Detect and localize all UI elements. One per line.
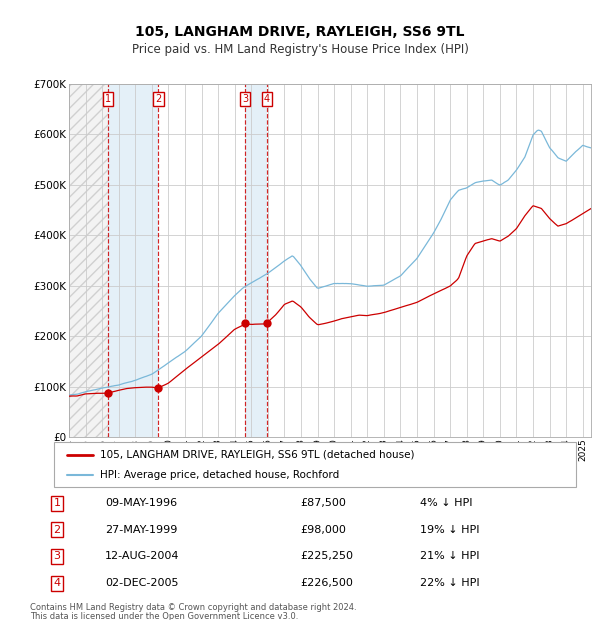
Bar — [69, 84, 108, 437]
Text: 02-DEC-2005: 02-DEC-2005 — [105, 578, 179, 588]
Text: Price paid vs. HM Land Registry's House Price Index (HPI): Price paid vs. HM Land Registry's House … — [131, 43, 469, 56]
Text: 4: 4 — [263, 94, 269, 104]
Text: 3: 3 — [242, 94, 248, 104]
Bar — [69, 84, 108, 437]
Text: £225,250: £225,250 — [300, 551, 353, 562]
Text: 105, LANGHAM DRIVE, RAYLEIGH, SS6 9TL (detached house): 105, LANGHAM DRIVE, RAYLEIGH, SS6 9TL (d… — [100, 450, 415, 459]
Text: HPI: Average price, detached house, Rochford: HPI: Average price, detached house, Roch… — [100, 469, 339, 480]
Text: 09-MAY-1996: 09-MAY-1996 — [105, 498, 177, 508]
Text: 4: 4 — [53, 578, 61, 588]
Bar — [108, 84, 158, 437]
Text: 4% ↓ HPI: 4% ↓ HPI — [420, 498, 473, 508]
Text: £87,500: £87,500 — [300, 498, 346, 508]
Bar — [245, 84, 266, 437]
Text: This data is licensed under the Open Government Licence v3.0.: This data is licensed under the Open Gov… — [30, 612, 298, 620]
Text: 27-MAY-1999: 27-MAY-1999 — [105, 525, 178, 535]
Text: 1: 1 — [53, 498, 61, 508]
Text: 21% ↓ HPI: 21% ↓ HPI — [420, 551, 479, 562]
Text: 19% ↓ HPI: 19% ↓ HPI — [420, 525, 479, 535]
Text: 22% ↓ HPI: 22% ↓ HPI — [420, 578, 479, 588]
Text: £226,500: £226,500 — [300, 578, 353, 588]
Text: 2: 2 — [53, 525, 61, 535]
Text: 2: 2 — [155, 94, 161, 104]
Text: 12-AUG-2004: 12-AUG-2004 — [105, 551, 179, 562]
Text: 3: 3 — [53, 551, 61, 562]
Text: £98,000: £98,000 — [300, 525, 346, 535]
FancyBboxPatch shape — [54, 442, 576, 487]
Text: Contains HM Land Registry data © Crown copyright and database right 2024.: Contains HM Land Registry data © Crown c… — [30, 603, 356, 612]
Text: 1: 1 — [105, 94, 111, 104]
Text: 105, LANGHAM DRIVE, RAYLEIGH, SS6 9TL: 105, LANGHAM DRIVE, RAYLEIGH, SS6 9TL — [135, 25, 465, 39]
